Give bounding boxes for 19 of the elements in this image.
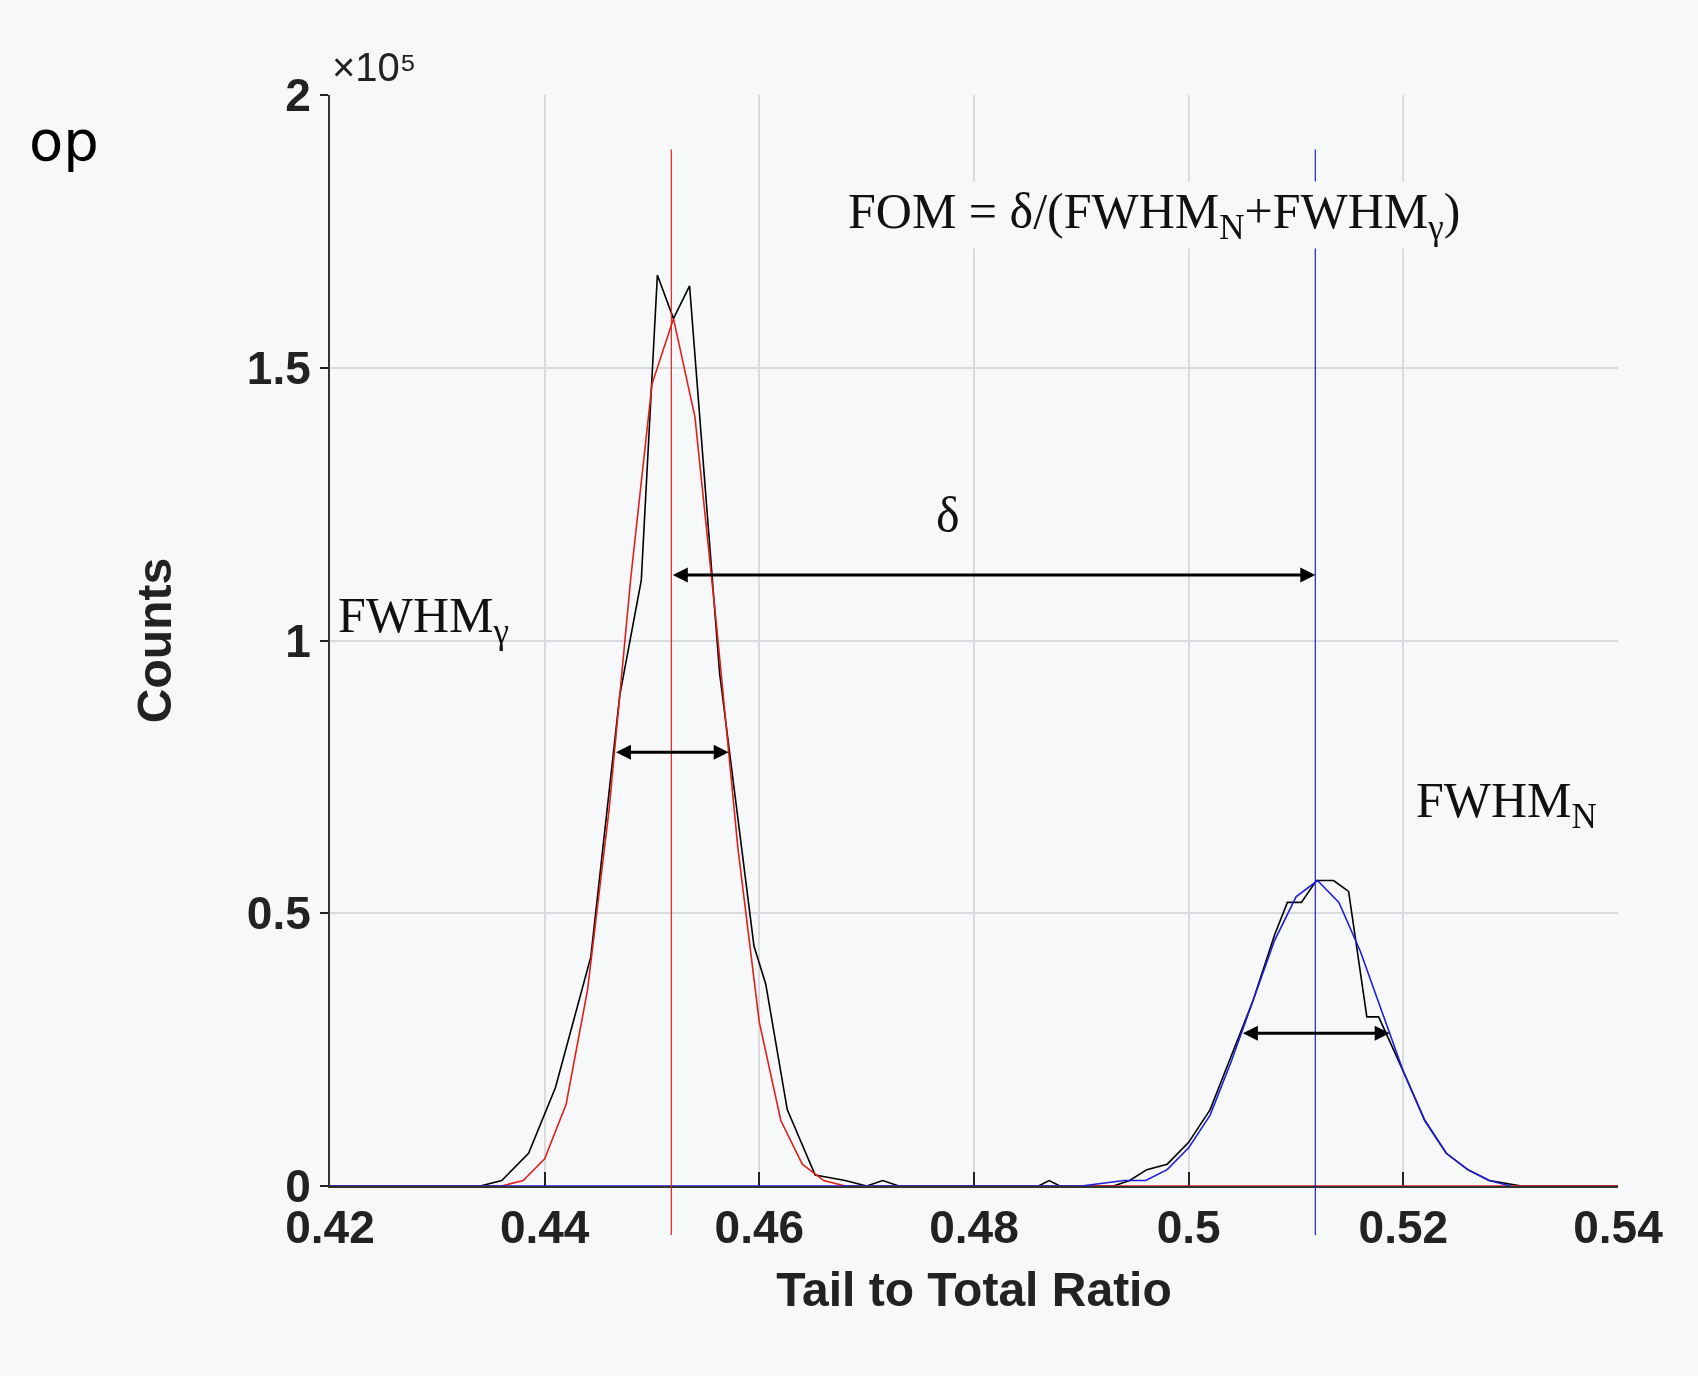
x-tick-label: 0.42 — [285, 1201, 375, 1254]
annotation: FWHM$_{γ}$ — [338, 587, 510, 651]
y-tick-label: 2 — [285, 69, 311, 122]
y-axis-title: Counts — [128, 557, 182, 724]
annotation: FOM = δ/(FWHM$_{N}$+FWHM$_{γ}$) — [848, 183, 1461, 247]
y-tick-label: 0.5 — [246, 887, 311, 940]
x-tick-label: 0.5 — [1156, 1201, 1221, 1254]
annotation: FWHM$_{N}$ — [1416, 772, 1597, 836]
x-tick-label: 0.54 — [1573, 1201, 1664, 1254]
x-tick-label: 0.44 — [499, 1201, 590, 1254]
text: op — [29, 108, 99, 173]
annotation: δ — [936, 487, 960, 543]
y-tick-label: 1.5 — [246, 341, 311, 394]
x-tick-label: 0.48 — [929, 1201, 1019, 1254]
x-tick-label: 0.52 — [1358, 1201, 1449, 1254]
y-tick-label: 1 — [285, 614, 311, 667]
text: ×10⁵ — [332, 45, 417, 89]
x-axis-title: Tail to Total Ratio — [776, 1262, 1172, 1316]
x-tick-label: 0.46 — [714, 1201, 805, 1254]
